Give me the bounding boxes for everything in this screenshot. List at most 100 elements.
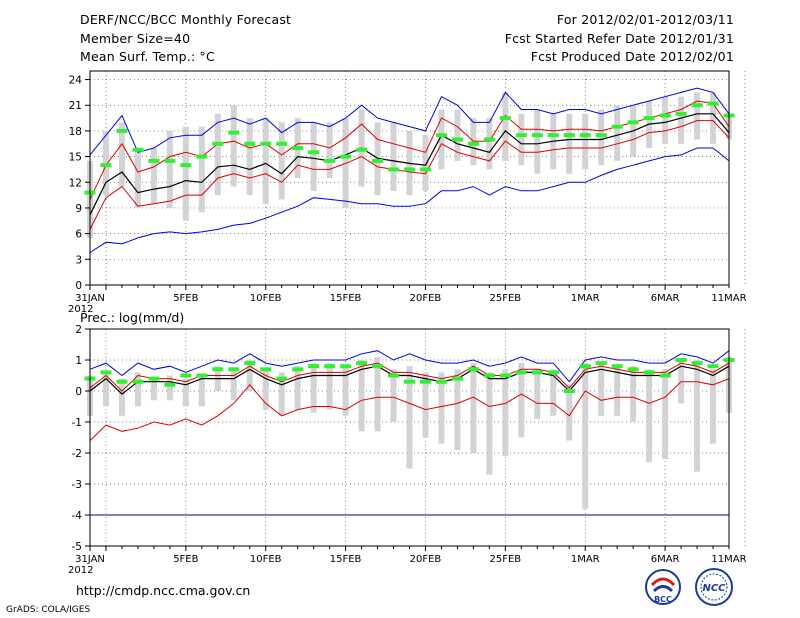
member-range-bar [582,363,589,509]
member-range-bar [134,148,141,208]
member-range-bar [582,113,589,170]
member-range-bar [198,126,205,213]
series-ensemble-mean [89,365,730,395]
member-range-bar [502,92,509,161]
member-range-bar [630,366,637,422]
y-tick-label: -5 [72,541,82,553]
member-range-bar [150,148,157,204]
member-range-bar [422,372,429,438]
institution-logos: BCC NCC [645,568,733,606]
member-range-bar [534,109,541,174]
member-range-bar [294,366,301,410]
grads-credit: GrADS: COLA/IGES [6,605,91,615]
series-spread-upper [89,362,730,392]
x-tick-label: 15FEB [330,293,362,304]
member-range-bar [198,375,205,407]
member-range-bar [278,122,285,200]
member-range-bar [454,369,461,450]
series-member-max [89,87,730,156]
series-member-min [89,147,730,253]
member-range-bar [646,369,653,463]
x-tick-label: 31JAN [75,554,105,565]
x-tick-label: 25FEB [490,293,522,304]
x-tick-label: 5FEB [173,554,198,565]
ncc-logo-text: NCC [702,583,726,594]
y-tick-label: 9 [75,203,82,215]
member-range-bar [278,372,285,416]
y-tick-label: -4 [72,510,83,522]
x-tick-label: 11MAR [711,293,746,304]
member-range-bar [518,363,525,438]
x-tick-label: 31JAN [75,293,105,304]
member-range-bar [486,372,493,475]
member-range-bar [438,372,445,444]
source-url[interactable]: http://cmdp.ncc.cma.gov.cn [76,583,251,598]
series-ensemble-mean [89,113,730,216]
member-range-bar [502,369,509,457]
member-range-bar [246,118,253,196]
y-tick-label: 1 [75,355,82,367]
precipitation-panel: -5 -4 -3 -2 -1 0 1 2 31JAN 5FEB 10FEB 15FEB 20FEB 25F… [68,310,747,576]
y-tick-label: 24 [69,75,83,87]
x-tick-label: 5FEB [173,293,198,304]
y-tick-label: 18 [69,126,82,138]
member-range-bar [230,105,237,187]
member-range-bar [518,113,525,166]
member-range-bar [486,118,493,170]
y-tick-label: 2 [75,324,82,336]
series-spread-lower [89,378,730,441]
member-range-bar [566,384,573,441]
x-tick-label: 1MAR [571,293,600,304]
started-refer-date-label: Fcst Started Refer Date 2012/01/31 [504,31,734,46]
member-range-bar [694,92,701,140]
member-range-bar [566,113,573,174]
member-range-bar [102,130,109,196]
x-tick-label: 10FEB [250,554,282,565]
member-range-bar [406,366,413,469]
member-range-bar [678,96,685,144]
y-tick-label: -3 [72,479,82,491]
member-range-bar [310,363,317,413]
member-range-bar [182,126,189,221]
y-tick-label: 0 [75,280,82,292]
member-range-bar [326,363,333,410]
member-range-bar [390,369,397,422]
bcc-logo: BCC [645,569,681,605]
y-tick-label: 6 [75,229,82,241]
series-spread-lower [89,120,730,230]
member-range-bar [246,360,253,391]
forecast-period-label: For 2012/02/01-2012/03/11 [556,12,734,27]
member-range-bar [662,96,669,144]
member-range-bar [694,360,701,472]
member-range-bar [614,105,621,161]
member-range-bar [614,366,621,416]
x-tick-label: 6MAR [651,554,680,565]
x-tick-label: 25FEB [490,554,522,565]
member-range-bar [326,122,333,178]
member-range-bar [166,375,173,401]
member-range-bar [422,135,429,191]
member-range-bar [438,109,445,170]
ncc-logo: NCC [695,568,733,606]
member-range-bar [550,369,557,416]
x-tick-label: 10FEB [250,293,282,304]
member-range-bar [118,122,125,187]
x-tick-label: 20FEB [410,554,442,565]
x-year-label: 2012 [68,565,93,576]
series-member-max [89,350,730,383]
bcc-logo-text: BCC [654,595,672,604]
member-range-bar [166,130,173,208]
member-range-bar [118,378,125,416]
member-range-bar [470,363,477,453]
chart-title: DERF/NCC/BCC Monthly Forecast [80,12,292,27]
member-range-bar [182,378,189,407]
member-range-bar [102,372,109,407]
member-range-bar [710,92,717,144]
variable-label: Mean Surf. Temp.: °C [80,49,215,64]
member-range-bar [710,369,717,444]
member-range-bar [598,363,605,416]
y-tick-label: 15 [69,152,82,164]
member-range-bar [134,372,141,407]
x-tick-label: 6MAR [651,293,680,304]
